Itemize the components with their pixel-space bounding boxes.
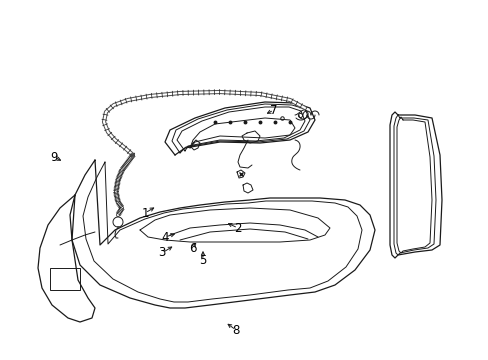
Text: 5: 5 [199, 253, 206, 266]
Text: 1: 1 [141, 207, 148, 220]
Text: 2: 2 [234, 221, 241, 234]
Text: 6: 6 [189, 242, 196, 255]
Text: 8: 8 [232, 324, 239, 337]
Text: 7: 7 [270, 104, 277, 117]
Text: 9: 9 [50, 150, 58, 163]
Text: 4: 4 [161, 230, 168, 243]
Text: 3: 3 [158, 247, 165, 260]
Bar [50, 268, 80, 290]
